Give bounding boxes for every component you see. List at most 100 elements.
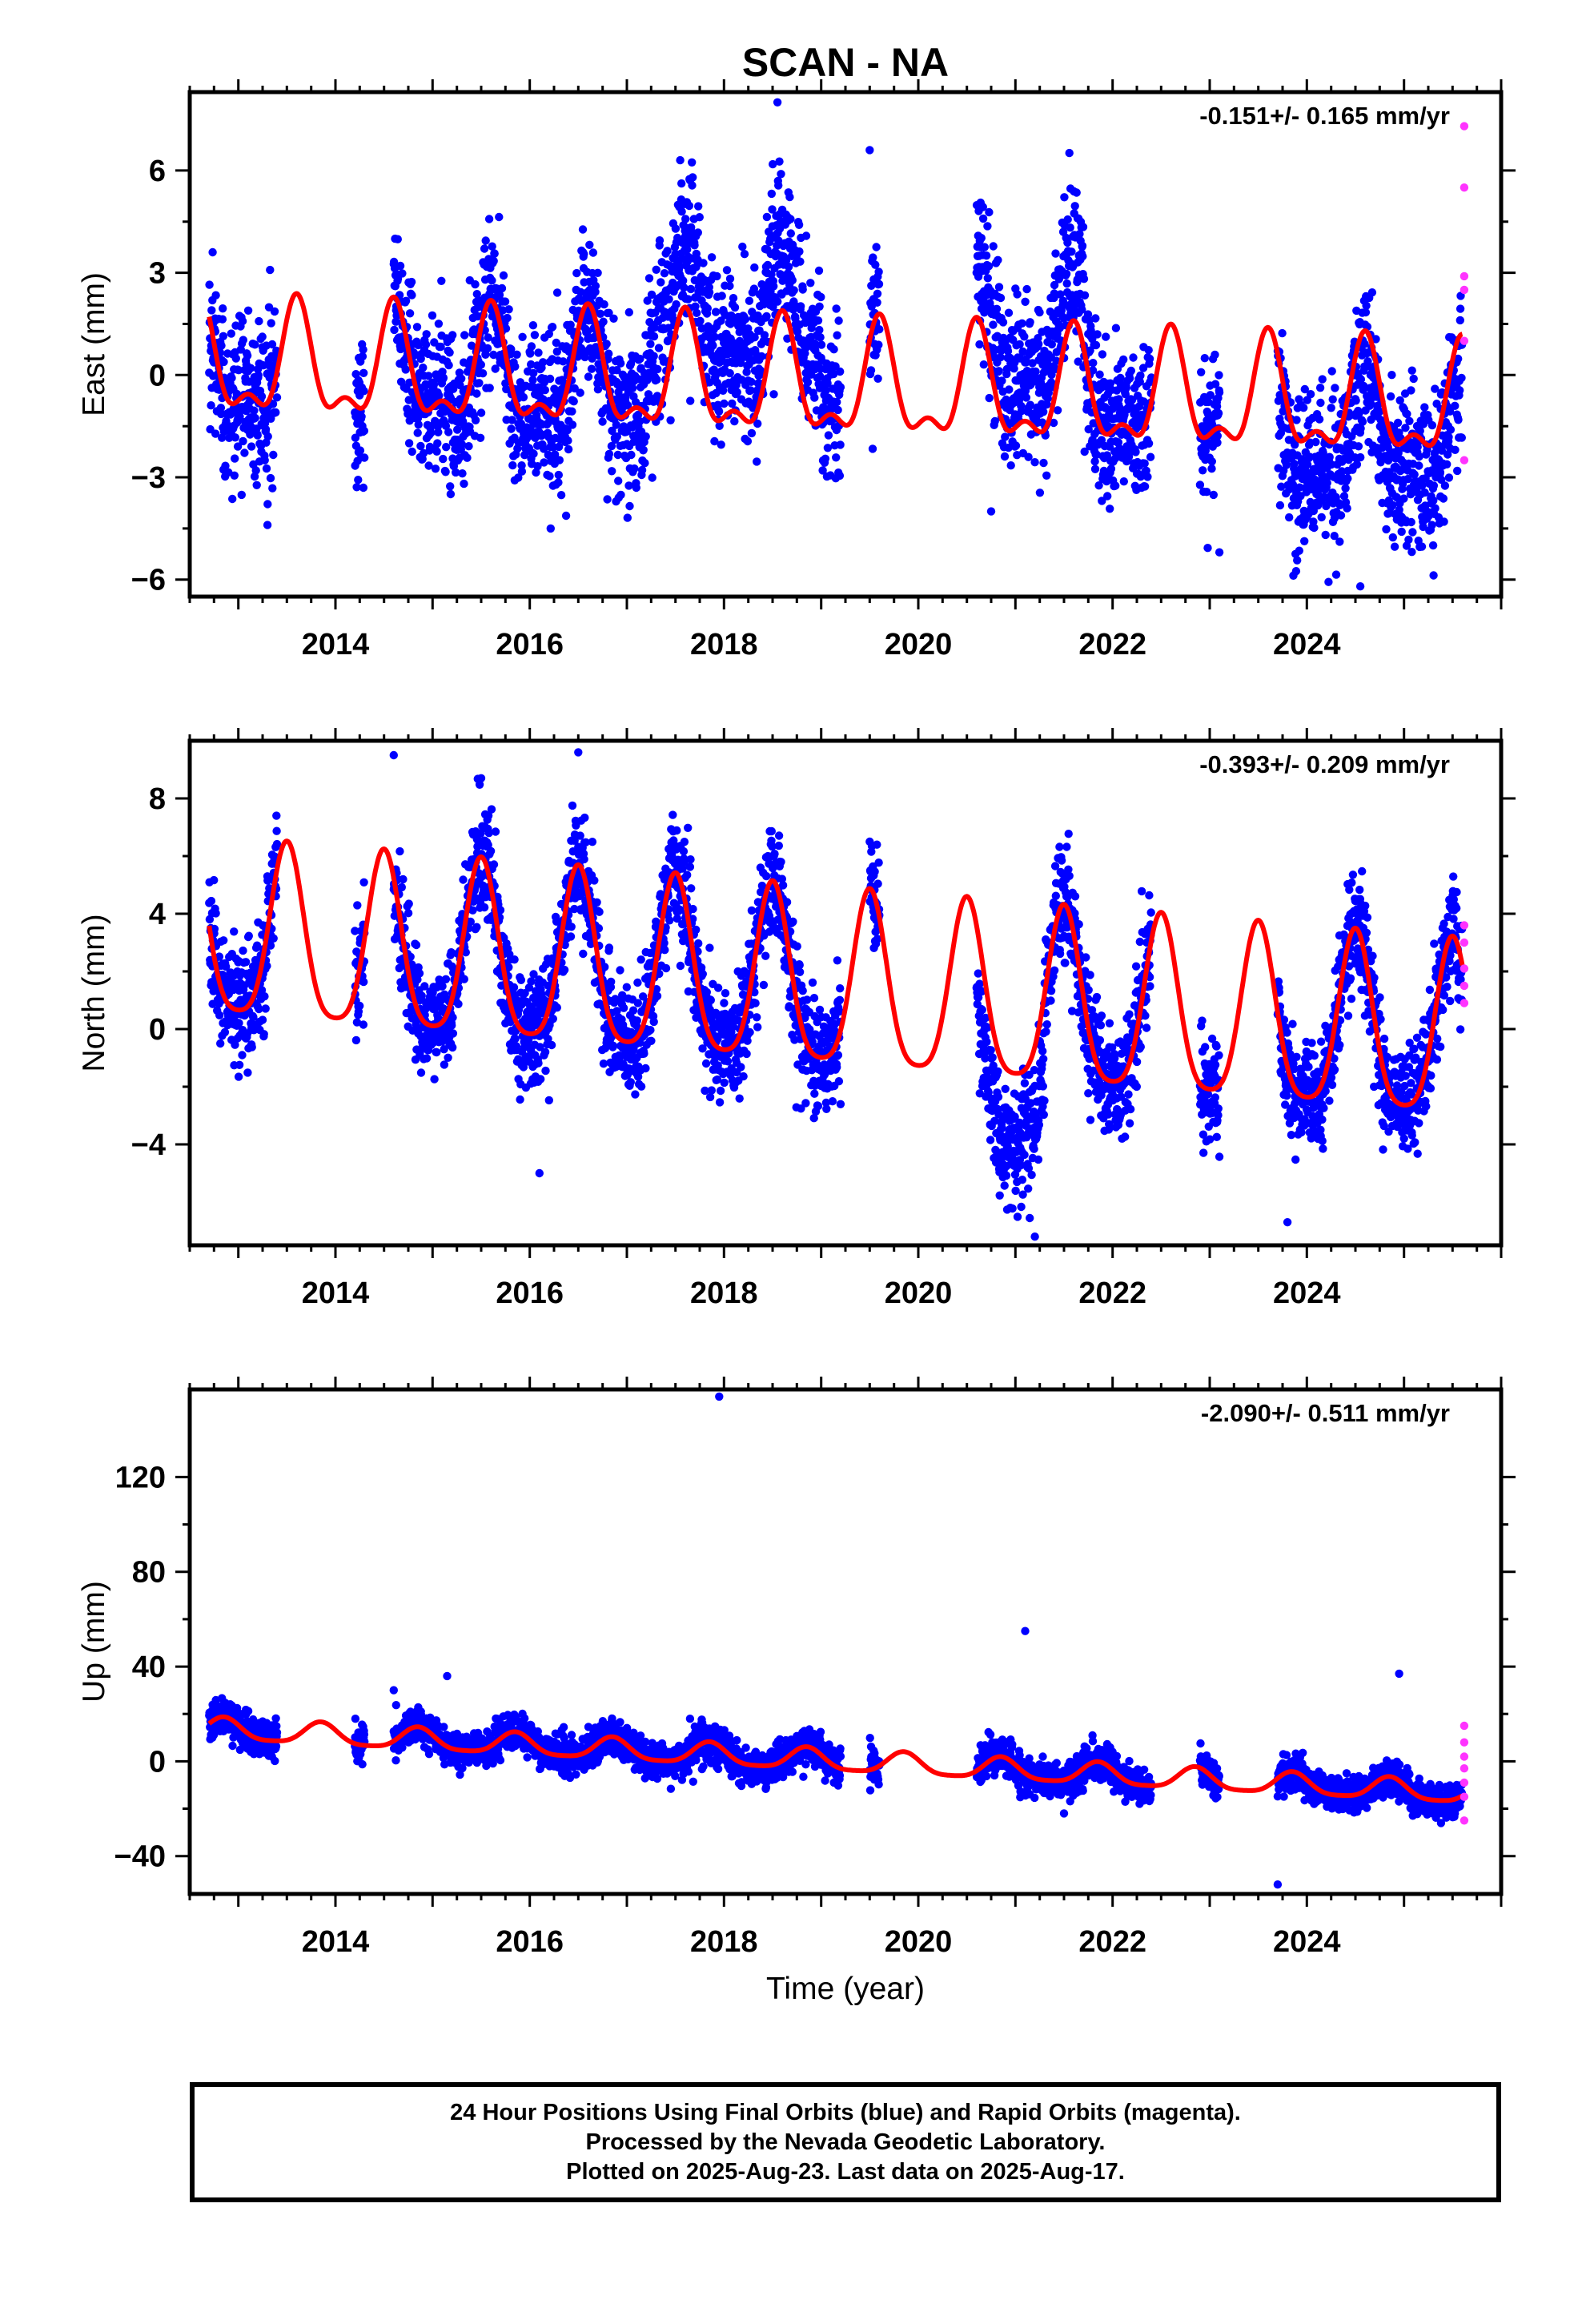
final-orbit-point — [1078, 251, 1087, 261]
final-orbit-point — [1116, 373, 1125, 383]
final-orbit-point — [1360, 340, 1369, 348]
final-orbit-point — [481, 236, 490, 245]
final-orbit-point — [690, 241, 699, 250]
final-orbit-point — [640, 459, 649, 468]
final-orbit-point — [789, 300, 799, 309]
final-orbit-point — [1413, 442, 1422, 452]
final-orbit-point — [868, 444, 877, 453]
final-orbit-point — [413, 428, 422, 437]
final-orbit-point — [1288, 480, 1298, 489]
final-orbit-point — [1000, 452, 1010, 461]
final-orbit-point — [743, 436, 753, 446]
final-orbit-point — [470, 893, 480, 903]
final-orbit-point — [1102, 332, 1110, 341]
final-orbit-point — [989, 242, 998, 251]
final-orbit-point — [873, 374, 882, 383]
final-orbit-point — [1358, 417, 1367, 426]
final-orbit-point — [1456, 292, 1465, 300]
final-orbit-point — [476, 408, 486, 417]
final-orbit-point — [1066, 223, 1074, 232]
final-orbit-point — [753, 457, 761, 466]
final-orbit-point — [1213, 438, 1222, 447]
final-orbit-point — [444, 1053, 452, 1063]
final-orbit-point — [231, 1040, 239, 1049]
final-orbit-point — [460, 331, 469, 340]
final-orbit-point — [602, 340, 611, 348]
final-orbit-point — [1090, 457, 1099, 466]
final-orbit-point — [205, 915, 215, 924]
final-orbit-point — [717, 292, 726, 300]
final-orbit-point — [1446, 425, 1456, 434]
final-orbit-point — [433, 439, 442, 448]
final-orbit-point — [699, 259, 708, 267]
final-orbit-point — [757, 352, 766, 361]
final-orbit-point — [985, 207, 994, 217]
final-orbit-point — [241, 958, 251, 967]
final-orbit-point — [536, 1043, 544, 1051]
final-orbit-point — [416, 441, 425, 451]
final-orbit-point — [1403, 409, 1411, 419]
final-orbit-point — [219, 936, 228, 945]
final-orbit-point — [703, 304, 712, 313]
final-orbit-point — [833, 405, 842, 415]
final-orbit-point — [1203, 544, 1212, 553]
final-orbit-point — [865, 146, 874, 155]
final-orbit-point — [803, 378, 813, 387]
final-orbit-point — [801, 349, 809, 358]
final-orbit-point — [1197, 368, 1206, 376]
final-orbit-point — [544, 1096, 553, 1105]
final-orbit-point — [1296, 492, 1305, 501]
final-orbit-point — [713, 271, 721, 281]
final-orbit-point — [1114, 395, 1123, 404]
final-orbit-point — [1316, 398, 1325, 408]
final-orbit-point — [428, 311, 437, 320]
final-orbit-point — [269, 450, 278, 460]
final-orbit-point — [696, 316, 705, 325]
final-orbit-point — [1440, 481, 1450, 490]
final-orbit-point — [352, 483, 361, 492]
final-orbit-point — [751, 348, 760, 357]
final-orbit-point — [438, 982, 447, 991]
final-orbit-point — [511, 1034, 520, 1043]
final-orbit-point — [1401, 424, 1410, 432]
final-orbit-point — [636, 1082, 646, 1091]
y-axis-label: East (mm) — [77, 272, 111, 416]
final-orbit-point — [600, 300, 608, 309]
x-tick-label: 2018 — [690, 628, 758, 661]
final-orbit-point — [237, 490, 246, 500]
final-orbit-point — [588, 838, 597, 846]
final-orbit-point — [663, 247, 672, 255]
final-orbit-point — [871, 260, 880, 269]
final-orbit-point — [729, 294, 738, 303]
final-orbit-point — [992, 304, 1002, 313]
final-orbit-point — [476, 360, 485, 369]
final-orbit-point — [422, 330, 431, 339]
final-orbit-point — [866, 366, 876, 375]
final-orbit-point — [1024, 452, 1033, 461]
final-orbit-point — [1454, 416, 1463, 424]
final-orbit-point — [484, 333, 492, 342]
final-orbit-point — [396, 846, 404, 856]
final-orbit-point — [741, 346, 751, 356]
final-orbit-point — [472, 923, 481, 931]
final-orbit-point — [874, 279, 884, 288]
final-orbit-point — [652, 375, 661, 384]
final-orbit-point — [1318, 375, 1327, 384]
final-orbit-point — [1451, 445, 1460, 454]
final-orbit-point — [246, 364, 255, 372]
final-orbit-point — [453, 425, 462, 434]
final-orbit-point — [598, 417, 607, 426]
final-orbit-point — [1327, 367, 1336, 376]
final-orbit-point — [352, 1018, 362, 1027]
final-orbit-point — [730, 303, 740, 312]
final-orbit-point — [796, 257, 805, 266]
final-orbit-point — [1053, 406, 1062, 415]
final-orbit-point — [518, 332, 527, 341]
final-orbit-point — [1311, 437, 1320, 447]
final-orbit-point — [554, 470, 563, 480]
final-orbit-point — [424, 372, 433, 380]
final-orbit-point — [798, 285, 807, 294]
final-orbit-point — [1047, 340, 1057, 349]
final-orbit-point — [832, 304, 841, 313]
final-orbit-point — [1404, 535, 1413, 545]
